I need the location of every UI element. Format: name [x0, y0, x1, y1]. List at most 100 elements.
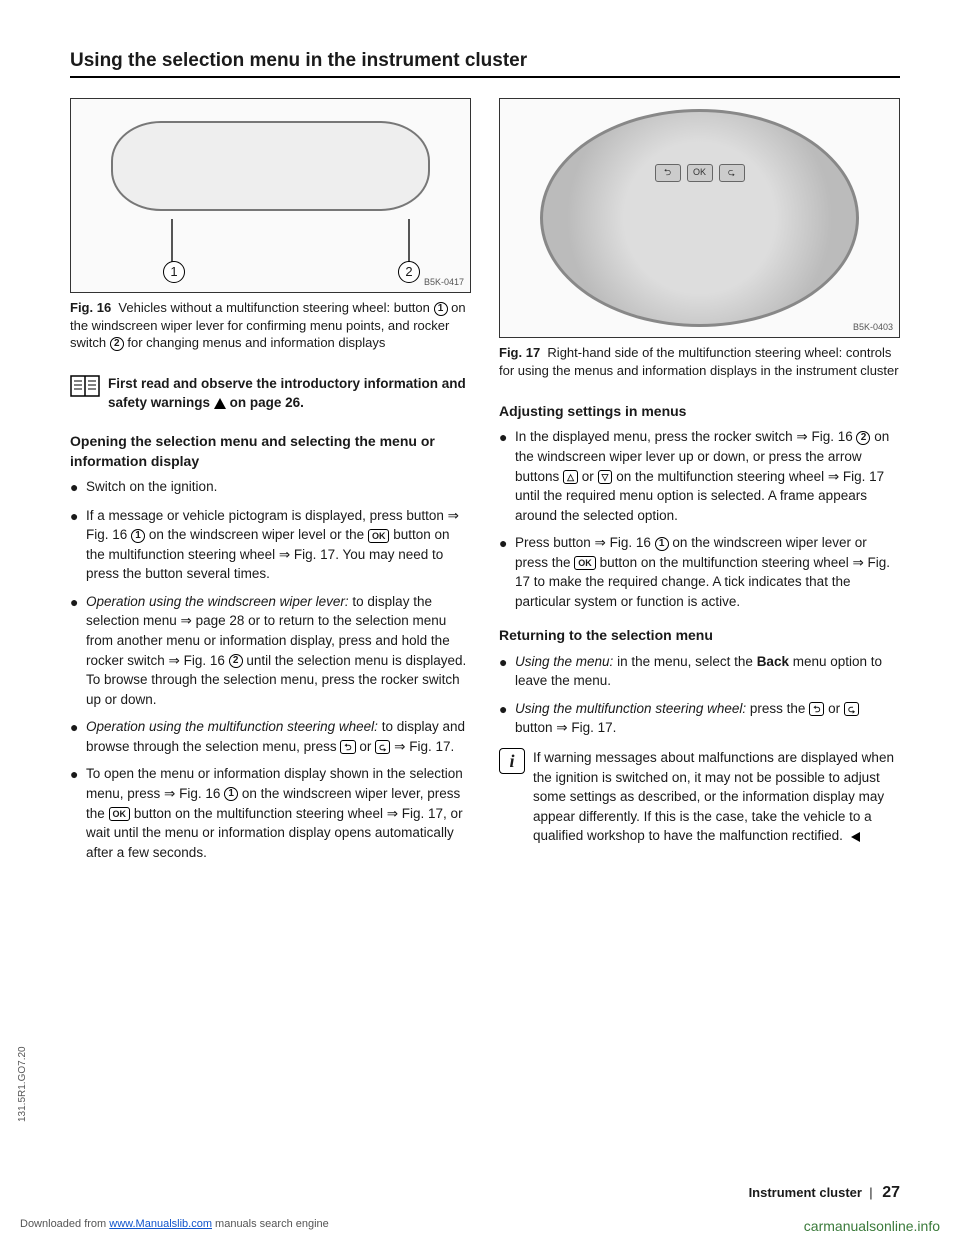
circled-1-icon: 1 — [224, 787, 238, 801]
footer-section: Instrument cluster — [749, 1185, 862, 1200]
circled-2-icon: 2 — [856, 431, 870, 445]
callout-2: 2 — [398, 261, 420, 283]
b3-text: Operation using the windscreen wiper lev… — [86, 592, 471, 709]
b4-text: Operation using the multifunction steeri… — [86, 717, 471, 756]
stalk-1 — [171, 219, 173, 264]
wheel-prev-icon: ⮌ — [655, 164, 681, 182]
mirror-illustration — [111, 121, 430, 211]
ok-button-icon: OK — [574, 556, 596, 570]
heading-returning: Returning to the selection menu — [499, 625, 900, 645]
stalk-2 — [408, 219, 410, 264]
figure-16: 1 2 B5K-0417 — [70, 98, 471, 293]
right-column: ⮌ OK ⮎ B5K-0403 Fig. 17 Right-hand side … — [499, 98, 900, 870]
rb4c: or — [828, 701, 840, 716]
rb2-text: Press button ⇒ Fig. 16 1 on the windscre… — [515, 533, 900, 611]
page-title: Using the selection menu in the instrume… — [70, 50, 900, 72]
circled-1-icon: 1 — [434, 302, 448, 316]
rb3c: Back — [757, 654, 789, 669]
bullet-dot-icon: ● — [499, 533, 515, 611]
intro-note: First read and observe the introductory … — [70, 374, 471, 413]
fig16-caption: Fig. 16 Vehicles without a multifunction… — [70, 299, 471, 352]
info-note: i If warning messages about malfunctions… — [499, 748, 900, 846]
bullet-open-menu: ● To open the menu or information displa… — [70, 764, 471, 862]
download-bar: Downloaded from www.Manualslib.com manua… — [0, 1218, 960, 1234]
steering-wheel-illustration: ⮌ OK ⮎ — [540, 109, 859, 327]
fig17-label: Fig. 17 — [499, 345, 540, 360]
prev-button-icon: ⮌ — [340, 740, 355, 754]
bullet-dot-icon: ● — [499, 427, 515, 525]
bullet-wiper-lever: ● Operation using the windscreen wiper l… — [70, 592, 471, 709]
rb1c: or — [582, 469, 594, 484]
intro-line2: on page 26. — [230, 395, 304, 410]
bullet-using-wheel: ● Using the multifunction steering wheel… — [499, 699, 900, 738]
rb4d: button ⇒ Fig. 17. — [515, 720, 616, 735]
bullet-dot-icon: ● — [70, 764, 86, 862]
manualslib-link[interactable]: www.Manualslib.com — [109, 1218, 212, 1230]
b4c: or — [359, 739, 371, 754]
bullet-multifunction-wheel: ● Operation using the multifunction stee… — [70, 717, 471, 756]
left-column: 1 2 B5K-0417 Fig. 16 Vehicles without a … — [70, 98, 471, 870]
b2-text: If a message or vehicle pictogram is dis… — [86, 506, 471, 584]
wheel-buttons: ⮌ OK ⮎ — [655, 164, 745, 182]
fig17-caption: Fig. 17 Right-hand side of the multifunc… — [499, 344, 900, 379]
down-button-icon: ▽ — [598, 470, 613, 484]
rb4a: Using the multifunction steering wheel: — [515, 701, 746, 716]
rb2a: Press button ⇒ Fig. 16 — [515, 535, 651, 550]
ok-button-icon: OK — [368, 529, 390, 543]
b5-text: To open the menu or information display … — [86, 764, 471, 862]
b2b: on the windscreen wiper level or the — [149, 527, 364, 542]
bullet-dot-icon: ● — [499, 652, 515, 691]
dl-post: manuals search engine — [212, 1218, 329, 1230]
fig16-text3: for changing menus and information displ… — [127, 335, 385, 350]
bullet-dot-icon: ● — [70, 506, 86, 584]
rb4b: press the — [750, 701, 806, 716]
rb3b: in the menu, select the — [617, 654, 753, 669]
b1-text: Switch on the ignition. — [86, 477, 471, 497]
rb2c: button on the multifunction steering whe… — [515, 555, 890, 609]
fig16-code: B5K-0417 — [424, 276, 464, 289]
footer-page: 27 — [882, 1184, 900, 1201]
info-text: If warning messages about malfunctions a… — [533, 748, 900, 846]
rb3-text: Using the menu: in the menu, select the … — [515, 652, 900, 691]
fig17-code: B5K-0403 — [853, 321, 893, 334]
b4a: Operation using the multifunction steeri… — [86, 719, 378, 734]
warning-triangle-icon — [214, 398, 226, 409]
intro-text: First read and observe the introductory … — [108, 374, 471, 413]
download-right: carmanualsonline.info — [804, 1218, 940, 1234]
bullet-switch-ignition: ● Switch on the ignition. — [70, 477, 471, 497]
next-button-icon: ⮎ — [844, 702, 859, 716]
bullet-using-menu: ● Using the menu: in the menu, select th… — [499, 652, 900, 691]
download-left: Downloaded from www.Manualslib.com manua… — [20, 1218, 329, 1234]
two-columns: 1 2 B5K-0417 Fig. 16 Vehicles without a … — [70, 98, 900, 870]
end-triangle-icon — [851, 832, 860, 842]
bullet-rocker-switch: ● In the displayed menu, press the rocke… — [499, 427, 900, 525]
bullet-dot-icon: ● — [70, 592, 86, 709]
circled-2-icon: 2 — [110, 337, 124, 351]
bullet-dot-icon: ● — [70, 717, 86, 756]
prev-button-icon: ⮌ — [809, 702, 824, 716]
wheel-next-icon: ⮎ — [719, 164, 745, 182]
circled-1-icon: 1 — [655, 537, 669, 551]
manual-page: Using the selection menu in the instrume… — [0, 0, 960, 1242]
rb1-text: In the displayed menu, press the rocker … — [515, 427, 900, 525]
info-body: If warning messages about malfunctions a… — [533, 750, 894, 843]
wheel-ok-icon: OK — [687, 164, 713, 182]
b4d: ⇒ Fig. 17. — [394, 739, 454, 754]
bullet-press-button: ● Press button ⇒ Fig. 16 1 on the windsc… — [499, 533, 900, 611]
rb4-text: Using the multifunction steering wheel: … — [515, 699, 900, 738]
b3a: Operation using the windscreen wiper lev… — [86, 594, 349, 609]
next-button-icon: ⮎ — [375, 740, 390, 754]
fig16-label: Fig. 16 — [70, 300, 111, 315]
fig16-text1: Vehicles without a multifunction steerin… — [118, 300, 429, 315]
circled-2-icon: 2 — [229, 654, 243, 668]
dl-pre: Downloaded from — [20, 1218, 109, 1230]
bullet-dot-icon: ● — [70, 477, 86, 497]
ok-button-icon: OK — [109, 807, 131, 821]
heading-opening: Opening the selection menu and selecting… — [70, 431, 471, 472]
callout-1: 1 — [163, 261, 185, 283]
sidebar-code: 131.5R1.GO7.20 — [17, 1046, 28, 1122]
info-icon: i — [499, 748, 525, 774]
page-footer: Instrument cluster | 27 — [749, 1184, 900, 1202]
rb3a: Using the menu: — [515, 654, 613, 669]
up-button-icon: △ — [563, 470, 578, 484]
